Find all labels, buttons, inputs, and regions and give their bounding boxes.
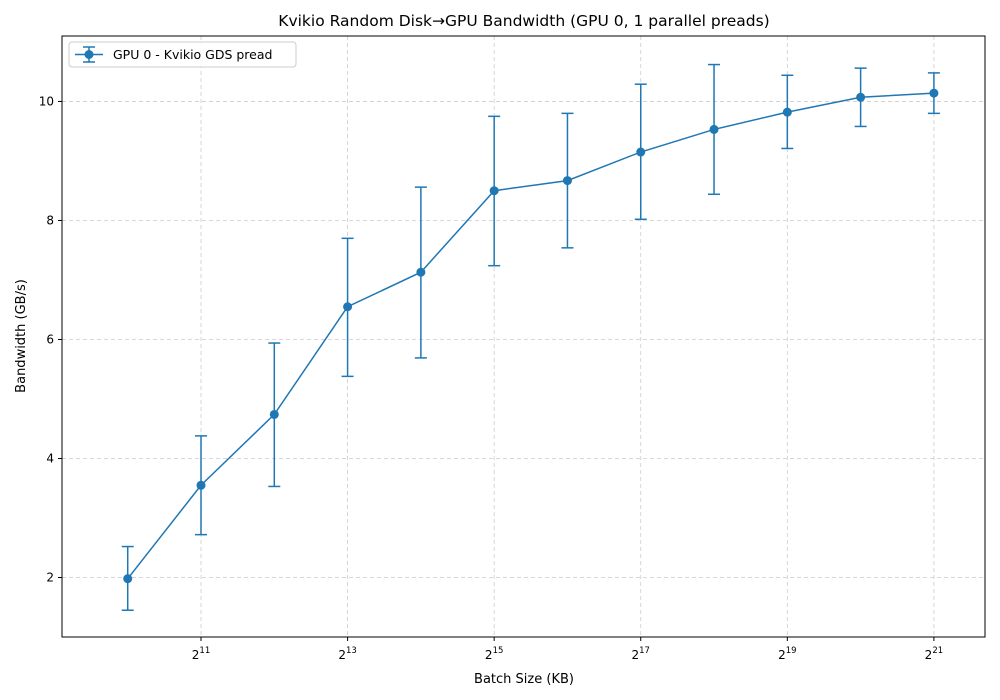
x-tick-label: 221 [925,646,943,662]
legend-box [68,41,297,68]
data-point [856,92,866,102]
data-point [636,147,646,157]
data-point [929,88,939,98]
data-point [562,176,572,186]
x-axis-label: Batch Size (KB) [474,672,574,687]
y-tick-label: 8 [46,213,54,227]
y-axis-label: Bandwidth (GB/s) [14,279,29,393]
data-point [196,480,206,490]
data-point [269,409,279,419]
y-tick-label: 10 [39,94,54,108]
legend: GPU 0 - Kvikio GDS pread [68,41,297,68]
chart-title: Kvikio Random Disk→GPU Bandwidth (GPU 0,… [278,12,769,30]
x-tick-label: 217 [632,646,650,662]
series-layer [121,63,940,611]
y-tick-label: 6 [46,332,54,346]
x-tick-label: 219 [778,646,796,662]
data-point [782,107,792,117]
y-axis: 2 4 6 8 10 [39,94,62,584]
legend-label: GPU 0 - Kvikio GDS pread [113,47,272,62]
x-tick-label: 215 [485,646,503,662]
data-point [489,186,499,196]
data-point [343,302,353,312]
x-axis: 211 213 215 217 219 221 [192,637,943,662]
legend-marker [84,50,94,59]
data-point [416,267,426,277]
data-point [123,574,133,584]
series-line [127,92,934,580]
x-tick-label: 211 [192,646,210,662]
plot-area-frame [61,35,986,638]
y-tick-label: 4 [46,451,54,465]
data-point [709,124,719,134]
y-tick-label: 2 [46,570,54,584]
x-tick-label: 213 [338,646,356,662]
